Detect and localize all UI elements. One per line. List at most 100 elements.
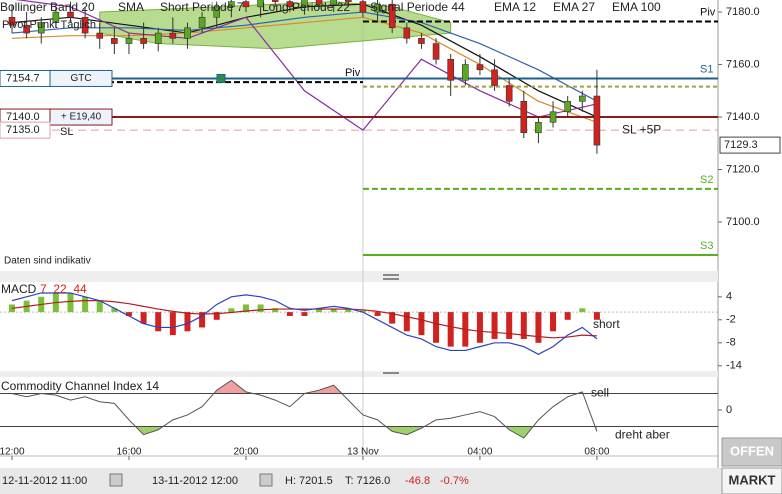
divider-handle xyxy=(383,274,399,276)
macd-line xyxy=(11,292,598,355)
candle-body xyxy=(67,11,74,18)
calendar-icon[interactable] xyxy=(259,473,273,487)
histogram-bar xyxy=(520,312,527,339)
candle-body xyxy=(447,59,454,81)
candle-body xyxy=(228,1,235,8)
note: Daten sind indikativ xyxy=(4,256,91,267)
histogram-bar xyxy=(316,308,323,313)
candle-body xyxy=(418,38,425,44)
histogram-bar xyxy=(184,312,191,332)
histogram-bar xyxy=(374,312,381,316)
order-marker xyxy=(216,73,226,83)
histogram-bar xyxy=(228,308,235,313)
histogram-bar xyxy=(213,312,220,320)
candle-body xyxy=(578,95,586,102)
y-tick-label: 0 xyxy=(726,404,732,416)
y-tick-label: 7140.0 xyxy=(726,111,760,123)
y-tick-label: 4 xyxy=(726,291,732,303)
candle-body xyxy=(125,38,133,44)
legend-text: Bollinger Band 20 xyxy=(0,0,95,14)
candle-body xyxy=(257,0,264,8)
candle-body xyxy=(315,0,323,5)
candle-body xyxy=(432,43,440,60)
histogram-bar xyxy=(535,312,542,343)
annotation: sell xyxy=(591,386,609,400)
pivot-label: S2 xyxy=(700,174,713,186)
histogram-bar xyxy=(433,312,440,343)
y-tick-label: -8 xyxy=(726,337,736,349)
histogram-bar xyxy=(476,312,483,343)
candle-body xyxy=(345,0,352,2)
candle-body xyxy=(169,32,177,39)
order-tag-box xyxy=(49,69,113,87)
candle-body xyxy=(8,17,16,26)
candle-body xyxy=(52,11,60,23)
indicator-line xyxy=(11,11,598,102)
histogram-bar xyxy=(169,312,176,336)
candle-body xyxy=(242,1,250,8)
candle-body xyxy=(301,0,308,8)
candle-body xyxy=(388,3,396,29)
candle-body xyxy=(23,24,30,34)
annotation: dreht aber xyxy=(615,428,670,442)
y-tick-label: 7100.0 xyxy=(726,216,760,228)
candle-body xyxy=(96,32,104,39)
to-date: 13-11-2012 12:00 xyxy=(152,475,238,487)
histogram-bar xyxy=(330,308,337,313)
current-price-box xyxy=(719,136,781,154)
candle-body xyxy=(359,1,367,13)
low: T: 7126.0 xyxy=(345,475,390,487)
candle-body xyxy=(520,100,528,134)
divider-handle xyxy=(383,278,399,280)
candle-body xyxy=(154,32,162,44)
bottom-bar xyxy=(0,468,782,494)
y-tick-label: 7180.0 xyxy=(726,6,760,18)
candle-body xyxy=(111,38,118,44)
histogram-bar xyxy=(345,308,352,313)
order-tag: SL xyxy=(60,126,73,138)
market-button[interactable] xyxy=(721,467,782,494)
histogram-bar xyxy=(111,308,118,313)
y-tick-label: 7120.0 xyxy=(726,163,760,175)
annotation: SL +5P xyxy=(622,122,661,136)
histogram-bar xyxy=(418,312,425,336)
histogram-bar xyxy=(550,312,557,332)
candle-body xyxy=(184,27,191,39)
histogram-bar xyxy=(593,312,600,320)
histogram-bar xyxy=(301,312,308,316)
histogram-bar xyxy=(199,312,206,328)
market-button-label: MARKT xyxy=(729,472,776,487)
open-button[interactable] xyxy=(721,437,782,467)
calendar-icon[interactable] xyxy=(109,473,123,487)
candle-body xyxy=(593,95,601,146)
candle-body xyxy=(549,111,557,123)
x-tick-label: 20:00 xyxy=(233,447,258,458)
legend-text: Signal Periode 44 xyxy=(370,0,465,14)
histogram-bar xyxy=(67,292,74,313)
current-price: 7129.3 xyxy=(724,139,758,151)
x-tick-label: 16:00 xyxy=(116,447,141,458)
histogram-bar xyxy=(257,304,264,313)
candle-body xyxy=(330,0,338,5)
open-button-label: OFFEN xyxy=(730,443,774,458)
y-tick-label: 7160.0 xyxy=(726,58,760,70)
candle-body xyxy=(505,85,513,102)
annotation: short xyxy=(593,317,620,331)
panel-title: Commodity Channel Index 14 xyxy=(1,379,159,393)
divider-handle xyxy=(383,372,399,374)
panel-title: MACD xyxy=(1,282,37,296)
candle-body xyxy=(213,6,221,18)
histogram-bar xyxy=(389,312,396,324)
legend-text: EMA 12 xyxy=(494,0,536,14)
candle-body xyxy=(286,1,294,8)
legend-text: Short Periode 7 xyxy=(160,0,244,14)
candle-body xyxy=(564,100,571,113)
histogram-bar xyxy=(564,312,571,320)
order-tag-box xyxy=(49,108,113,126)
legend-text: EMA 27 xyxy=(553,0,595,14)
candle-body xyxy=(476,64,484,71)
candle-body xyxy=(403,27,411,39)
candle-body xyxy=(462,64,469,81)
pivot-label: Piv xyxy=(345,67,361,79)
